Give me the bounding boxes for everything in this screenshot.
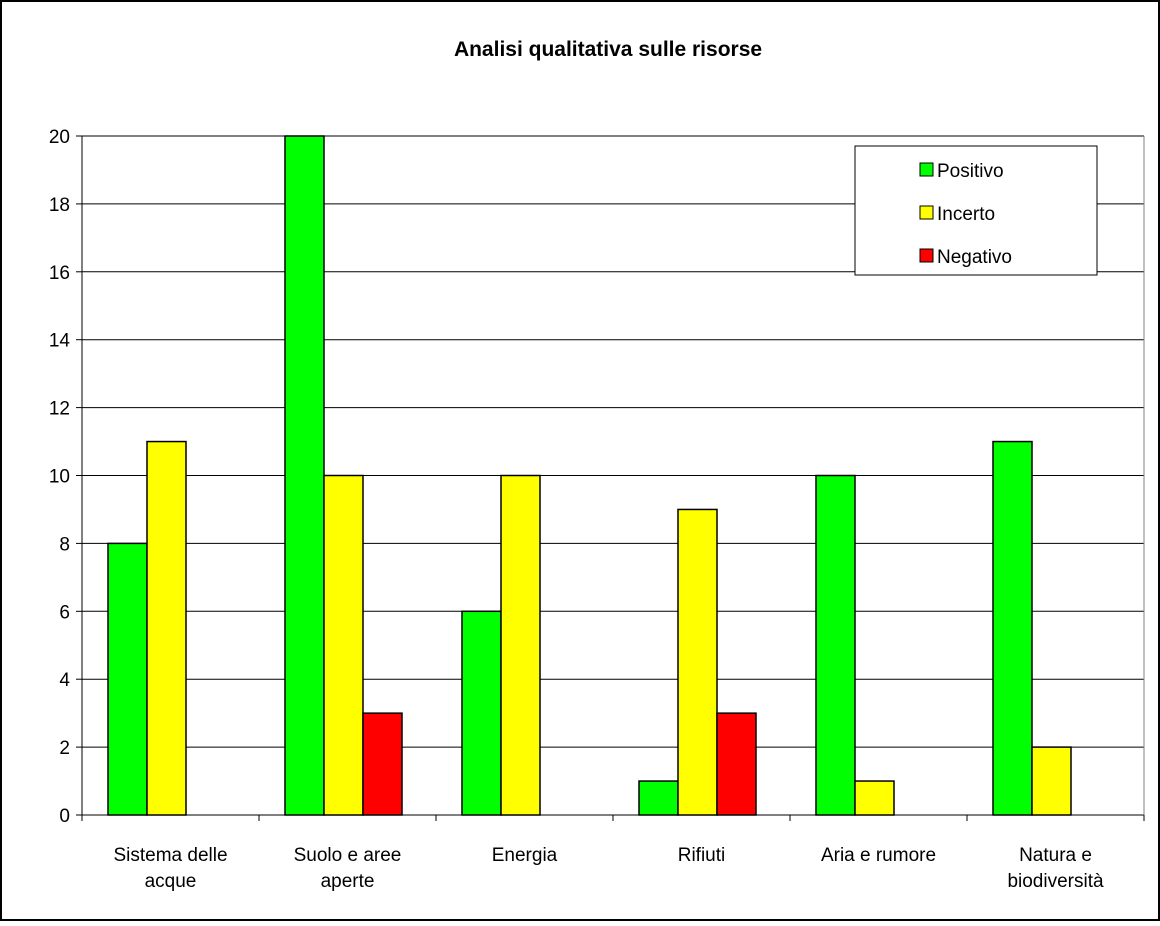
- legend-swatch-negativo: [919, 248, 934, 263]
- y-tick-label: 20: [49, 127, 70, 148]
- gridlines: [82, 135, 1144, 748]
- legend-label-incerto: Incerto: [937, 204, 995, 225]
- y-tick-label: 8: [59, 534, 70, 555]
- bar-incerto-1: [323, 474, 364, 816]
- y-tick-label: 12: [49, 399, 70, 420]
- legend-swatch-positivo: [919, 162, 934, 177]
- legend-swatch-incerto: [919, 205, 934, 220]
- y-tick-label: 4: [59, 670, 70, 691]
- y-tick-label: 10: [49, 467, 70, 488]
- bar-positivo-1: [284, 135, 325, 816]
- bar-incerto-0: [146, 440, 187, 816]
- category-label: Sistema delle acque: [113, 845, 227, 892]
- bar-positivo-4: [815, 474, 856, 816]
- y-tick-labels: 0 2 4 6 8 10 12 14 16 18 20: [49, 127, 71, 827]
- category-label: Rifiuti: [678, 845, 726, 866]
- bar-incerto-4: [854, 780, 895, 816]
- y-tick-label: 18: [49, 195, 70, 216]
- bar-positivo-5: [992, 440, 1033, 816]
- y-tick-label: 16: [49, 263, 70, 284]
- axes: [76, 135, 1145, 821]
- bar-incerto-2: [500, 474, 541, 816]
- category-label: Energia: [492, 845, 558, 866]
- category-label: Natura e biodiversità: [1007, 845, 1104, 892]
- legend: Positivo Incerto Negativo: [854, 145, 1098, 276]
- legend-label-positivo: Positivo: [937, 161, 1004, 182]
- bar-positivo-0: [107, 542, 148, 816]
- bar-negativo-3: [716, 712, 757, 816]
- category-labels: Sistema delle acque Suolo e aree aperte Ener…: [113, 845, 1104, 892]
- bar-positivo-2: [461, 610, 502, 816]
- legend-label-negativo: Negativo: [937, 247, 1012, 268]
- bar-positivo-3: [638, 780, 679, 816]
- y-tick-label: 6: [59, 602, 70, 623]
- bar-negativo-1: [362, 712, 403, 816]
- bar-incerto-5: [1031, 746, 1072, 816]
- category-label: Suolo e aree aperte: [294, 845, 402, 892]
- y-tick-label: 2: [59, 738, 70, 759]
- chart-title: Analisi qualitativa sulle risorse: [454, 38, 762, 61]
- bar-incerto-3: [677, 508, 718, 816]
- legend-box: [854, 145, 1098, 276]
- category-label: Aria e rumore: [821, 845, 936, 866]
- y-tick-label: 14: [49, 331, 71, 352]
- y-tick-label: 0: [59, 806, 70, 827]
